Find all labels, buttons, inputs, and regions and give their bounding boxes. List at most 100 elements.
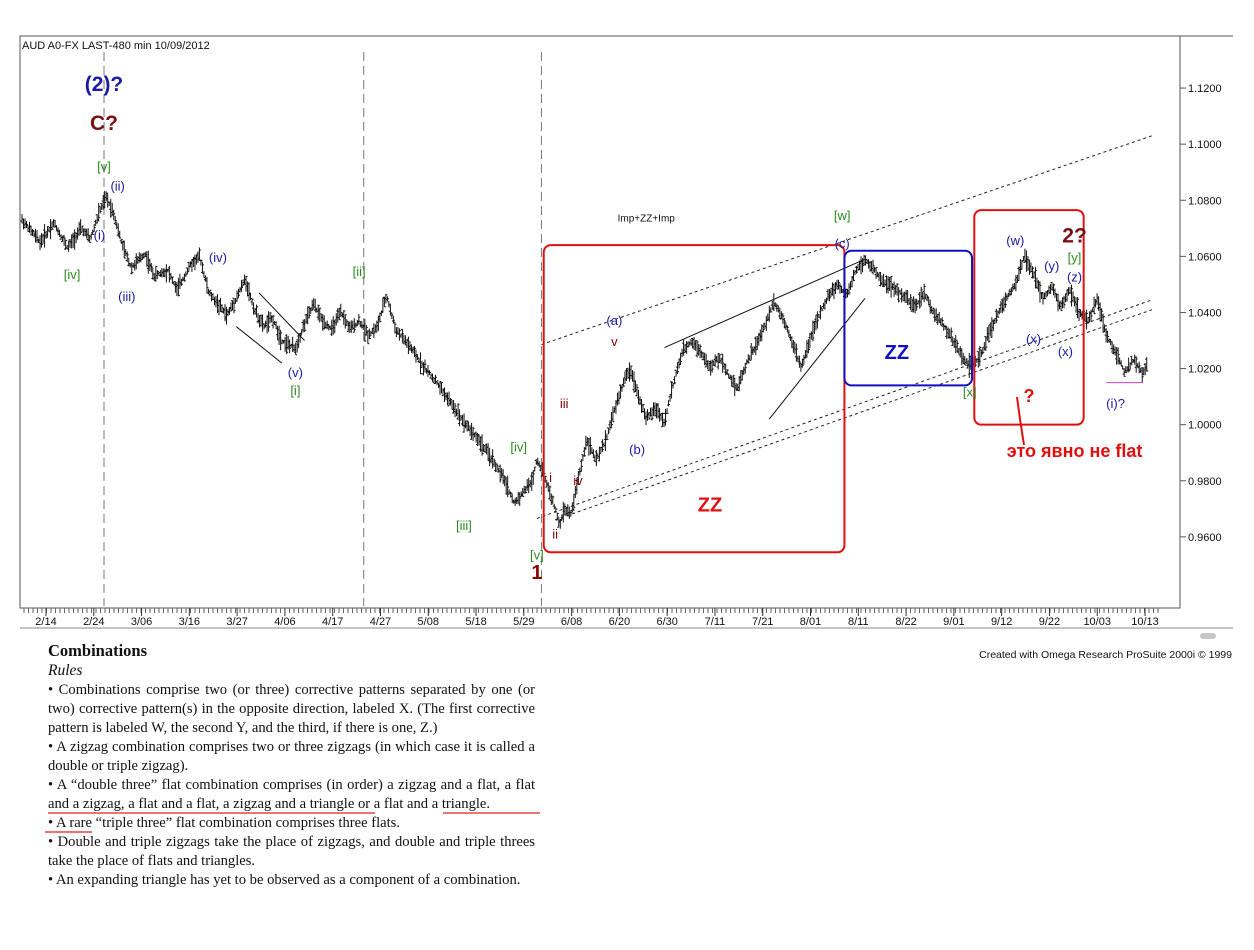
wave-label: ? bbox=[1023, 386, 1034, 406]
wedge-upper-line bbox=[664, 258, 866, 348]
y-tick-label: 1.0200 bbox=[1188, 364, 1222, 376]
y-tick-label: 1.0000 bbox=[1188, 420, 1222, 432]
x-tick-label: 8/01 bbox=[800, 616, 821, 628]
x-tick-label: 7/11 bbox=[705, 616, 726, 628]
wave-label: [v] bbox=[97, 159, 111, 174]
callout-arrow bbox=[1016, 396, 1025, 446]
x-tick-label: 4/27 bbox=[370, 616, 391, 628]
rule-item-double-three: • A “double three” flat combination comp… bbox=[48, 776, 535, 814]
rule-item: • Combinations comprise two (or three) c… bbox=[48, 682, 535, 736]
wave-label: v bbox=[611, 334, 618, 349]
x-tick-label: 8/11 bbox=[848, 616, 869, 628]
annotation-box bbox=[973, 209, 1085, 426]
rule-part: (in order) bbox=[322, 777, 388, 793]
x-tick-label: 9/12 bbox=[991, 616, 1012, 628]
chart-credit: Created with Omega Research ProSuite 200… bbox=[979, 649, 1232, 661]
x-tick-label: 9/01 bbox=[943, 616, 964, 628]
wave-label: iv bbox=[573, 473, 583, 488]
y-tick-label: 1.0400 bbox=[1188, 307, 1222, 319]
wave-label: [w] bbox=[834, 208, 851, 223]
x-tick-label: 2/24 bbox=[83, 616, 104, 628]
wave-label: (i)? bbox=[1106, 396, 1125, 411]
rule-item: • An expanding triangle has yet to be ob… bbox=[48, 872, 521, 888]
wave-label: (b) bbox=[629, 442, 645, 457]
wave-label: [i] bbox=[290, 383, 300, 398]
doc-subtitle: Rules bbox=[48, 662, 83, 679]
x-tick-label: 5/29 bbox=[513, 616, 534, 628]
x-tick-label: 6/30 bbox=[656, 616, 677, 628]
wave-label: ii bbox=[552, 526, 558, 541]
wave-label: (iii) bbox=[118, 289, 135, 304]
wave-label: (iv) bbox=[209, 250, 227, 265]
y-axis: 1.1200 1.1000 1.0800 1.0600 1.0400 1.0200 1.00… bbox=[1179, 36, 1222, 608]
doc-title: Combinations bbox=[48, 641, 148, 660]
rules-text: Combinations Rules • Combinations compri… bbox=[48, 640, 535, 890]
x-tick-label: 3/06 bbox=[131, 616, 152, 628]
wave-label: [iii] bbox=[456, 518, 472, 533]
wave-label: (w) bbox=[1006, 233, 1024, 248]
wave-label: (ii) bbox=[110, 178, 124, 193]
rule-part: a flat and a zigzag, a flat and a flat, … bbox=[48, 777, 535, 812]
wave-label: (x) bbox=[1026, 331, 1041, 346]
x-tick-label: 7/21 bbox=[752, 616, 773, 628]
x-tick-label: 8/22 bbox=[895, 616, 916, 628]
wave-label: это явно не flat bbox=[1007, 441, 1143, 461]
triangle-upper-line bbox=[258, 292, 305, 341]
wave-label: (c) bbox=[835, 236, 850, 251]
annotation-box bbox=[542, 244, 846, 554]
rule-item: • A zigzag combination comprises two or … bbox=[48, 739, 535, 774]
wave-label: [y] bbox=[1068, 250, 1082, 265]
wave-label: 2? bbox=[1062, 224, 1087, 247]
x-tick-label: 4/17 bbox=[322, 616, 343, 628]
y-tick-label: 1.0800 bbox=[1188, 195, 1222, 207]
annotation-box bbox=[843, 249, 974, 387]
wave-label: 1 bbox=[531, 562, 542, 584]
x-tick-label: 2/14 bbox=[35, 616, 56, 628]
annotation-boxes bbox=[542, 209, 1085, 554]
scrollbar-thumb[interactable] bbox=[1200, 633, 1216, 639]
wave-label: [x] bbox=[963, 385, 977, 400]
wave-label: [iv] bbox=[64, 267, 81, 282]
wave-label: (z) bbox=[1067, 270, 1082, 285]
chart-title: AUD A0-FX LAST-480 min 10/09/2012 bbox=[22, 40, 210, 52]
wave-label: C? bbox=[90, 112, 118, 135]
x-tick-label: 6/20 bbox=[609, 616, 630, 628]
x-tick-label: 5/18 bbox=[465, 616, 486, 628]
wave-label: Imp+ZZ+Imp bbox=[618, 213, 676, 224]
x-tick-label: 3/27 bbox=[226, 616, 247, 628]
wave-label: [iv] bbox=[510, 439, 527, 454]
x-tick-label: 6/08 bbox=[561, 616, 582, 628]
rule-item: • A rare “triple three” flat combination… bbox=[48, 815, 400, 831]
vertical-markers bbox=[103, 52, 542, 606]
wave-label: (y) bbox=[1044, 258, 1059, 273]
wave-label: ZZ bbox=[698, 495, 722, 517]
wave-label: [ii] bbox=[353, 264, 366, 279]
wave-labels: (2)? C? [v] (ii) (i) [iv] (iii) (iv) (v) [i] [ii] [… bbox=[64, 73, 1143, 584]
x-tick-label: 10/13 bbox=[1131, 616, 1159, 628]
x-tick-label: 10/03 bbox=[1083, 616, 1111, 628]
wave-label: (a) bbox=[606, 313, 622, 328]
rule-part: a zigzag and a flat, bbox=[387, 777, 501, 793]
price-bars bbox=[20, 190, 1149, 529]
x-tick-label: 4/06 bbox=[274, 616, 295, 628]
y-tick-label: 0.9800 bbox=[1188, 476, 1222, 488]
rule-part: • A “double three” flat combination comp… bbox=[48, 777, 323, 793]
x-tick-label: 5/08 bbox=[418, 616, 439, 628]
wave-label: ZZ bbox=[885, 342, 909, 364]
y-tick-label: 1.0600 bbox=[1188, 251, 1222, 263]
wave-label: (x) bbox=[1058, 344, 1073, 359]
x-tick-label: 9/22 bbox=[1039, 616, 1060, 628]
wave-label: iii bbox=[560, 396, 569, 411]
plot-area bbox=[19, 35, 1181, 609]
y-tick-label: 1.1000 bbox=[1188, 139, 1222, 151]
wave-label: [v] bbox=[530, 547, 544, 562]
wave-label: (i) bbox=[94, 228, 106, 243]
wave-label: (v) bbox=[288, 365, 303, 380]
wave-label: (2)? bbox=[85, 73, 124, 96]
y-tick-label: 1.1200 bbox=[1188, 83, 1222, 95]
y-tick-label: 0.9600 bbox=[1188, 532, 1222, 544]
wedge-lower-line bbox=[768, 298, 866, 420]
x-tick-label: 3/16 bbox=[179, 616, 200, 628]
x-axis: 2/14 2/24 3/06 3/16 3/27 4/06 4/17 4/27 5/08 5/18… bbox=[20, 607, 1180, 628]
